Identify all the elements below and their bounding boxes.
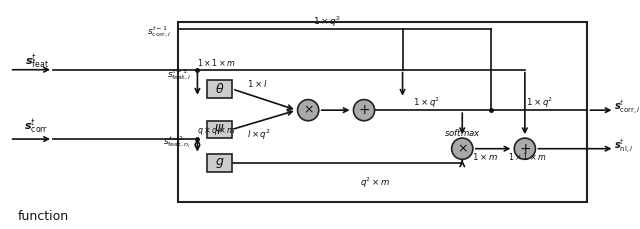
Text: $\times$: $\times$	[457, 142, 468, 155]
Bar	[207, 121, 232, 138]
Circle shape	[298, 100, 319, 121]
Text: $1\times m$: $1\times m$	[472, 151, 498, 162]
Text: $s^{t-1}_{\mathrm{feat},i}$: $s^{t-1}_{\mathrm{feat},i}$	[166, 67, 191, 82]
Text: $\boldsymbol{s}^t_{\mathrm{nl},i}$: $\boldsymbol{s}^t_{\mathrm{nl},i}$	[614, 138, 634, 156]
Text: $1\times 1\times m$: $1\times 1\times m$	[508, 151, 547, 162]
Circle shape	[452, 138, 473, 159]
Text: $\times$: $\times$	[303, 104, 314, 117]
Text: $q^2\times m$: $q^2\times m$	[360, 175, 391, 190]
Text: $\psi$: $\psi$	[214, 123, 225, 136]
Text: $1\times l$: $1\times l$	[246, 78, 267, 89]
Bar	[207, 80, 232, 98]
Text: $softmax$: $softmax$	[444, 127, 481, 138]
Text: $1\times q^2$: $1\times q^2$	[525, 95, 553, 110]
Text: $\boldsymbol{s}^t_{\mathrm{corr}}$: $\boldsymbol{s}^t_{\mathrm{corr}}$	[24, 117, 49, 136]
Text: $+$: $+$	[358, 103, 370, 117]
Text: $s^{t-1}_{\mathrm{corr},i}$: $s^{t-1}_{\mathrm{corr},i}$	[147, 24, 172, 38]
Text: $1\times q^2$: $1\times q^2$	[413, 95, 440, 110]
Bar	[207, 155, 232, 172]
Text: $g$: $g$	[215, 156, 224, 170]
Text: $\boldsymbol{s}^t_{\mathrm{feat}}$: $\boldsymbol{s}^t_{\mathrm{feat}}$	[24, 53, 49, 71]
Circle shape	[353, 100, 374, 121]
Text: $l\times q^2$: $l\times q^2$	[246, 128, 271, 142]
Text: $1\times 1\times m$: $1\times 1\times m$	[197, 57, 236, 68]
Text: $q\times q\times m$: $q\times q\times m$	[197, 125, 236, 137]
Circle shape	[515, 138, 536, 159]
Text: $s^{t-1}_{\mathrm{feat},n_i}$: $s^{t-1}_{\mathrm{feat},n_i}$	[163, 134, 191, 150]
Text: $1\times q^2$: $1\times q^2$	[314, 14, 342, 29]
Text: $\theta$: $\theta$	[215, 82, 224, 96]
Text: $+$: $+$	[519, 142, 531, 156]
Text: function: function	[17, 210, 68, 223]
Text: $\boldsymbol{s}^t_{\mathrm{corr},i}$: $\boldsymbol{s}^t_{\mathrm{corr},i}$	[614, 99, 640, 117]
Bar	[178, 22, 588, 202]
